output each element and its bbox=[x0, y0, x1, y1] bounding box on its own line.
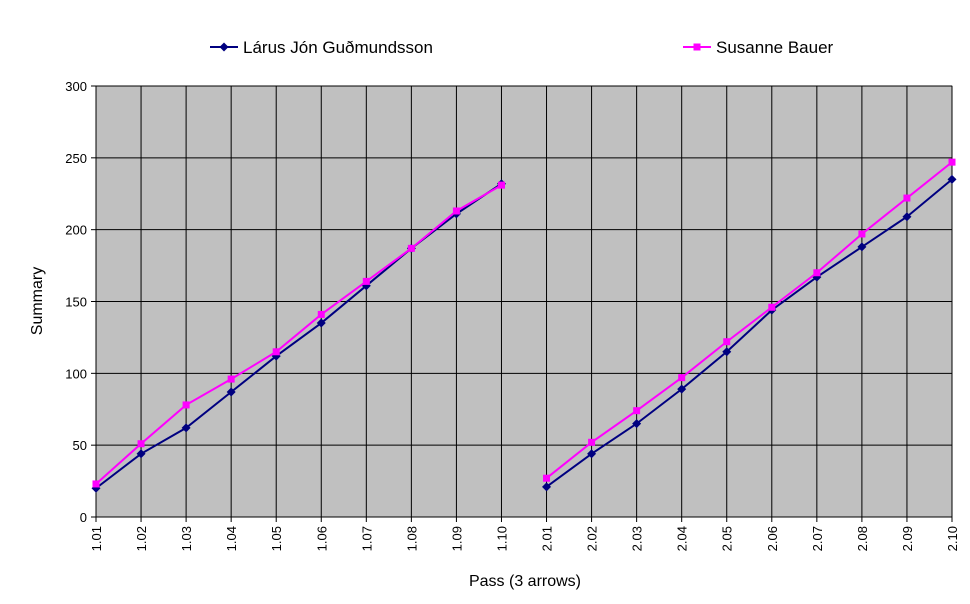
data-point bbox=[632, 419, 642, 429]
series-line bbox=[95, 182, 503, 490]
x-tick-label: 1.03 bbox=[179, 526, 194, 551]
x-tick-label: 1.02 bbox=[134, 526, 149, 551]
legend-label: Lárus Jón Guðmundsson bbox=[243, 38, 433, 57]
data-point bbox=[227, 375, 235, 383]
x-tick-label: 1.06 bbox=[314, 526, 329, 551]
data-point bbox=[813, 269, 821, 277]
y-tick-label: 250 bbox=[65, 151, 87, 166]
data-point bbox=[137, 440, 145, 448]
data-point bbox=[677, 384, 687, 394]
data-point bbox=[588, 438, 596, 446]
data-point bbox=[543, 474, 551, 482]
data-point bbox=[768, 303, 776, 311]
data-point bbox=[903, 194, 911, 202]
x-tick-label: 1.05 bbox=[269, 526, 284, 551]
data-point bbox=[317, 310, 325, 318]
x-tick-label: 1.01 bbox=[89, 526, 104, 551]
legend-item: Lárus Jón Guðmundsson bbox=[210, 38, 433, 57]
data-point bbox=[497, 181, 505, 189]
series-line bbox=[545, 161, 953, 479]
series-layer bbox=[91, 158, 957, 493]
x-tick-label: 1.08 bbox=[404, 526, 419, 551]
x-tick-label: 2.06 bbox=[765, 526, 780, 551]
y-tick-label: 300 bbox=[65, 79, 87, 94]
data-point bbox=[407, 244, 415, 252]
data-point bbox=[272, 348, 280, 356]
legend-item: Susanne Bauer bbox=[683, 38, 834, 57]
y-tick-label: 100 bbox=[65, 366, 87, 381]
series-1 bbox=[92, 158, 956, 488]
data-point bbox=[542, 482, 552, 492]
x-tick-label: 2.05 bbox=[720, 526, 735, 551]
data-point bbox=[452, 207, 460, 215]
legend-marker bbox=[219, 42, 229, 52]
x-tick-label: 2.10 bbox=[945, 526, 960, 551]
data-point bbox=[723, 338, 731, 346]
data-point bbox=[182, 401, 190, 409]
y-tick-label: 50 bbox=[73, 438, 87, 453]
data-point bbox=[316, 318, 326, 328]
data-point bbox=[947, 174, 957, 184]
data-point bbox=[678, 374, 686, 382]
data-point bbox=[136, 449, 146, 459]
x-tick-label: 1.07 bbox=[359, 526, 374, 551]
data-point bbox=[948, 158, 956, 166]
series-line bbox=[545, 178, 953, 488]
data-point bbox=[722, 347, 732, 357]
legend-label: Susanne Bauer bbox=[716, 38, 834, 57]
data-point bbox=[181, 423, 191, 433]
x-tick-label: 2.08 bbox=[855, 526, 870, 551]
y-tick-label: 200 bbox=[65, 223, 87, 238]
x-tick-label: 1.09 bbox=[449, 526, 464, 551]
data-point bbox=[226, 387, 236, 397]
x-tick-label: 2.01 bbox=[540, 526, 555, 551]
x-tick-label: 2.04 bbox=[675, 526, 690, 551]
y-tick-label: 150 bbox=[65, 295, 87, 310]
x-tick-label: 2.03 bbox=[630, 526, 645, 551]
x-axis-ticks: 1.01 1.02 1.03 1.04 1.05 1.06 1.07 1.08 1.09 1.10… bbox=[89, 517, 960, 551]
x-tick-label: 1.10 bbox=[494, 526, 509, 551]
x-axis-title: Pass (3 arrows) bbox=[469, 573, 581, 590]
y-axis-ticks: 0 50 100 150 200 250 300 bbox=[65, 79, 96, 525]
legend-marker bbox=[693, 43, 701, 51]
y-tick-label: 0 bbox=[80, 510, 87, 525]
x-tick-label: 2.09 bbox=[900, 526, 915, 551]
data-point bbox=[362, 277, 370, 285]
data-point bbox=[857, 242, 867, 252]
legend: Lárus Jón Guðmundsson Susanne Bauer bbox=[210, 38, 834, 57]
data-point bbox=[587, 449, 597, 459]
data-point bbox=[902, 212, 912, 222]
data-point bbox=[92, 480, 100, 488]
data-point bbox=[633, 407, 641, 415]
data-point bbox=[858, 230, 866, 238]
series-line bbox=[95, 184, 502, 485]
x-tick-label: 2.07 bbox=[810, 526, 825, 551]
x-tick-label: 2.02 bbox=[585, 526, 600, 551]
y-axis-title: Summary bbox=[29, 267, 46, 335]
x-tick-label: 1.04 bbox=[224, 526, 239, 551]
